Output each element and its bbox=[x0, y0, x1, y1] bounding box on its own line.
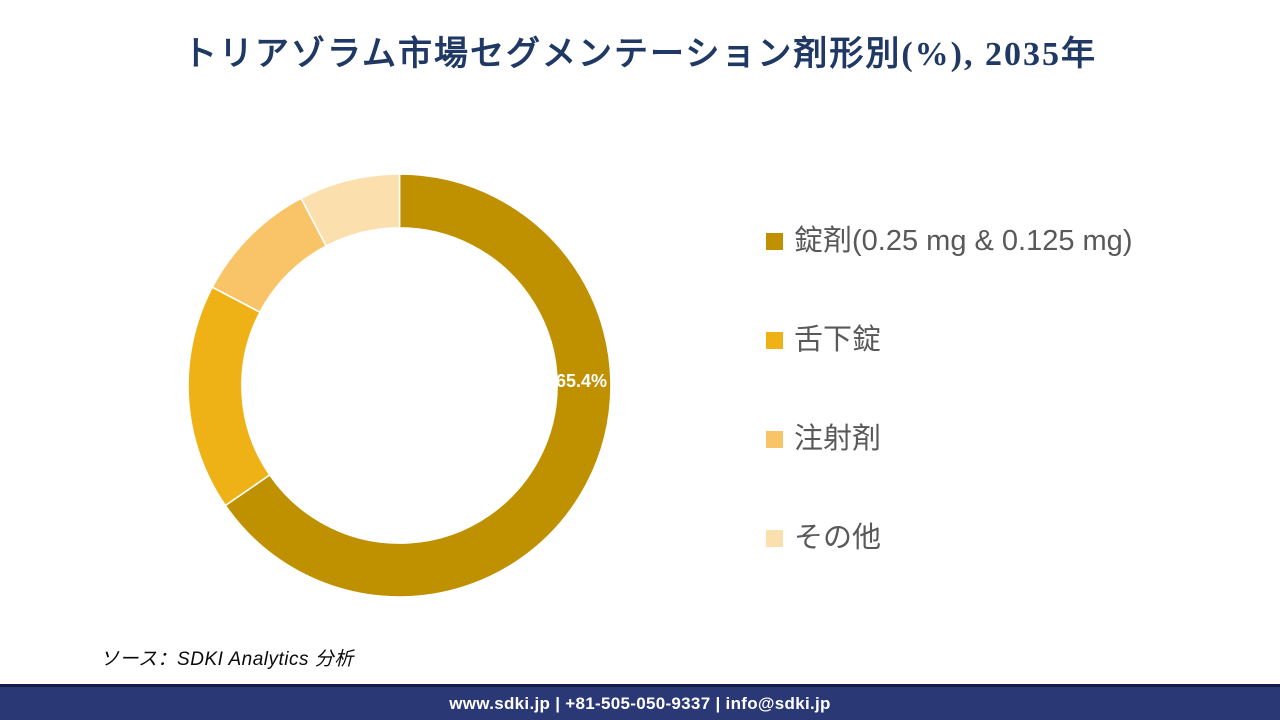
legend-item-others[interactable]: その他 bbox=[766, 521, 1132, 555]
legend: 錠剤(0.25 mg & 0.125 mg) 舌下錠 注射剤 その他 bbox=[766, 224, 1132, 555]
source-note: ソース：SDKI Analytics 分析 bbox=[100, 649, 354, 670]
legend-swatch-icon bbox=[766, 331, 783, 349]
legend-item-label: 錠剤(0.25 mg & 0.125 mg) bbox=[794, 225, 1133, 257]
donut-segment[interactable] bbox=[211, 197, 328, 314]
donut-data-label: 65.4% bbox=[556, 371, 608, 391]
footer-divider bbox=[0, 684, 1280, 687]
legend-swatch-icon bbox=[766, 232, 783, 250]
legend-swatch-icon bbox=[766, 430, 783, 448]
legend-item-label: その他 bbox=[794, 522, 882, 554]
legend-item-injection[interactable]: 注射剤 bbox=[766, 422, 1132, 456]
donut-segment[interactable] bbox=[224, 173, 612, 598]
donut-chart bbox=[187, 173, 612, 598]
donut-segment[interactable] bbox=[187, 286, 271, 507]
legend-item-sublingual[interactable]: 舌下錠 bbox=[766, 323, 1132, 357]
chart-title: トリアゾラム市場セグメンテーション剤形別(%), 2035年 bbox=[183, 36, 1097, 73]
legend-swatch-icon bbox=[766, 529, 783, 547]
legend-item-label: 注射剤 bbox=[794, 423, 882, 455]
footer-bar: www.sdki.jp | +81-505-050-9337 | info@sd… bbox=[0, 687, 1280, 720]
footer-contact-text: www.sdki.jp | +81-505-050-9337 | info@sd… bbox=[449, 693, 831, 713]
legend-item-label: 舌下錠 bbox=[794, 324, 882, 356]
donut-segment[interactable] bbox=[300, 173, 401, 247]
legend-item-tablets[interactable]: 錠剤(0.25 mg & 0.125 mg) bbox=[766, 224, 1132, 258]
